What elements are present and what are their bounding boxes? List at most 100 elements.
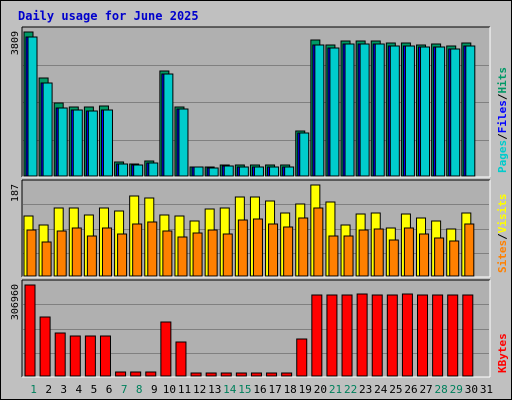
legend-item-sites: Sites: [496, 240, 509, 273]
bar-pages-day-17: [269, 166, 280, 177]
bar-sites-day-10: [162, 230, 173, 277]
legend-item-visits: Visits: [496, 194, 509, 234]
bar-kbytes-day-27: [417, 294, 429, 377]
bar-pages-day-23: [359, 43, 370, 177]
bar-kbytes-day-4: [69, 335, 81, 377]
day-label: 21: [329, 383, 342, 396]
day-label: 5: [91, 383, 98, 396]
bar-sites-day-16: [252, 218, 263, 277]
max-label-bot: 306960: [10, 284, 21, 320]
bar-pages-day-7: [118, 163, 129, 177]
bar-sites-day-11: [177, 236, 188, 277]
day-label: 13: [208, 383, 221, 396]
bar-sites-day-15: [237, 219, 248, 277]
bar-pages-day-14: [223, 165, 234, 177]
legend-bot: KBytes: [496, 333, 509, 373]
bar-kbytes-day-18: [281, 372, 293, 377]
panel-bot: 306960 KBytes: [10, 279, 509, 378]
day-label: 27: [419, 383, 432, 396]
day-label: 31: [480, 383, 493, 396]
day-label: 22: [344, 383, 357, 396]
day-label: 4: [76, 383, 83, 396]
chart-panels: 3809Pages/Files/Hits187Sites/Visits30696…: [10, 26, 509, 378]
bar-kbytes-day-30: [462, 294, 474, 377]
bar-sites-day-17: [268, 223, 279, 277]
bar-sites-day-29: [449, 240, 460, 277]
bar-kbytes-day-10: [160, 321, 172, 377]
bar-pages-day-12: [193, 166, 204, 177]
bar-pages-day-20: [314, 44, 325, 177]
bar-sites-day-5: [86, 235, 97, 277]
bar-kbytes-day-26: [401, 293, 413, 377]
bar-kbytes-day-14: [220, 372, 232, 377]
bar-pages-day-5: [87, 110, 98, 177]
bar-kbytes-day-24: [371, 294, 383, 377]
bar-kbytes-day-12: [190, 372, 202, 377]
day-label: 29: [450, 383, 463, 396]
bar-sites-day-27: [419, 233, 430, 277]
day-label: 28: [435, 383, 448, 396]
legend-separator: /: [496, 93, 509, 100]
bar-kbytes-day-1: [24, 284, 36, 377]
bar-pages-day-19: [299, 132, 310, 177]
day-label: 16: [253, 383, 266, 396]
bar-pages-day-29: [450, 48, 461, 177]
bar-kbytes-day-11: [175, 341, 187, 377]
chart-title: Daily usage for June 2025: [18, 9, 199, 23]
bar-kbytes-day-29: [447, 294, 459, 377]
bar-sites-day-24: [373, 228, 384, 277]
bar-sites-day-28: [434, 237, 445, 277]
bar-kbytes-day-9: [145, 371, 157, 377]
bar-kbytes-day-8: [130, 371, 142, 377]
day-label: 2: [45, 383, 52, 396]
bar-kbytes-day-16: [250, 372, 262, 377]
bar-kbytes-day-2: [39, 316, 51, 377]
bar-pages-day-21: [329, 47, 340, 177]
day-label: 17: [268, 383, 281, 396]
bar-pages-day-8: [133, 164, 144, 177]
bar-pages-day-6: [102, 109, 113, 177]
day-label: 11: [178, 383, 191, 396]
bar-kbytes-day-19: [296, 338, 308, 377]
bar-pages-day-30: [465, 45, 476, 177]
bar-pages-day-2: [42, 82, 53, 177]
legend-item-pages: Pages: [496, 140, 509, 173]
bar-kbytes-day-25: [386, 294, 398, 377]
bar-sites-day-9: [147, 221, 158, 277]
legend-separator: /: [496, 233, 509, 240]
legend-top: Pages/Files/Hits: [496, 67, 509, 173]
bar-sites-day-2: [41, 241, 52, 277]
bar-kbytes-day-22: [341, 294, 353, 377]
bar-sites-day-1: [26, 229, 37, 277]
max-label-mid: 187: [10, 184, 21, 202]
bar-pages-day-9: [148, 162, 159, 177]
bar-kbytes-day-20: [311, 294, 323, 377]
bar-kbytes-day-5: [84, 335, 96, 377]
bar-sites-day-4: [71, 227, 82, 277]
bar-kbytes-day-28: [432, 294, 444, 377]
legend-item-kbytes: KBytes: [496, 333, 509, 373]
bar-sites-day-12: [192, 232, 203, 277]
bar-pages-day-1: [27, 36, 38, 177]
day-label: 1: [30, 383, 37, 396]
bar-kbytes-day-6: [99, 335, 111, 377]
bar-pages-day-27: [420, 46, 431, 177]
day-label: 3: [60, 383, 67, 396]
bar-kbytes-day-21: [326, 294, 338, 377]
day-label: 10: [163, 383, 176, 396]
bar-pages-day-11: [178, 108, 189, 177]
bar-sites-day-6: [101, 227, 112, 277]
day-label: 14: [223, 383, 237, 396]
legend-separator: /: [496, 133, 509, 140]
day-label: 26: [404, 383, 417, 396]
day-label: 19: [299, 383, 312, 396]
bar-pages-day-25: [389, 45, 400, 177]
bar-kbytes-day-15: [235, 372, 247, 377]
legend-mid: Sites/Visits: [496, 194, 509, 274]
bar-kbytes-day-3: [54, 332, 66, 377]
bar-sites-day-14: [222, 233, 233, 277]
bar-pages-day-10: [163, 73, 174, 177]
bar-sites-day-30: [464, 223, 475, 277]
